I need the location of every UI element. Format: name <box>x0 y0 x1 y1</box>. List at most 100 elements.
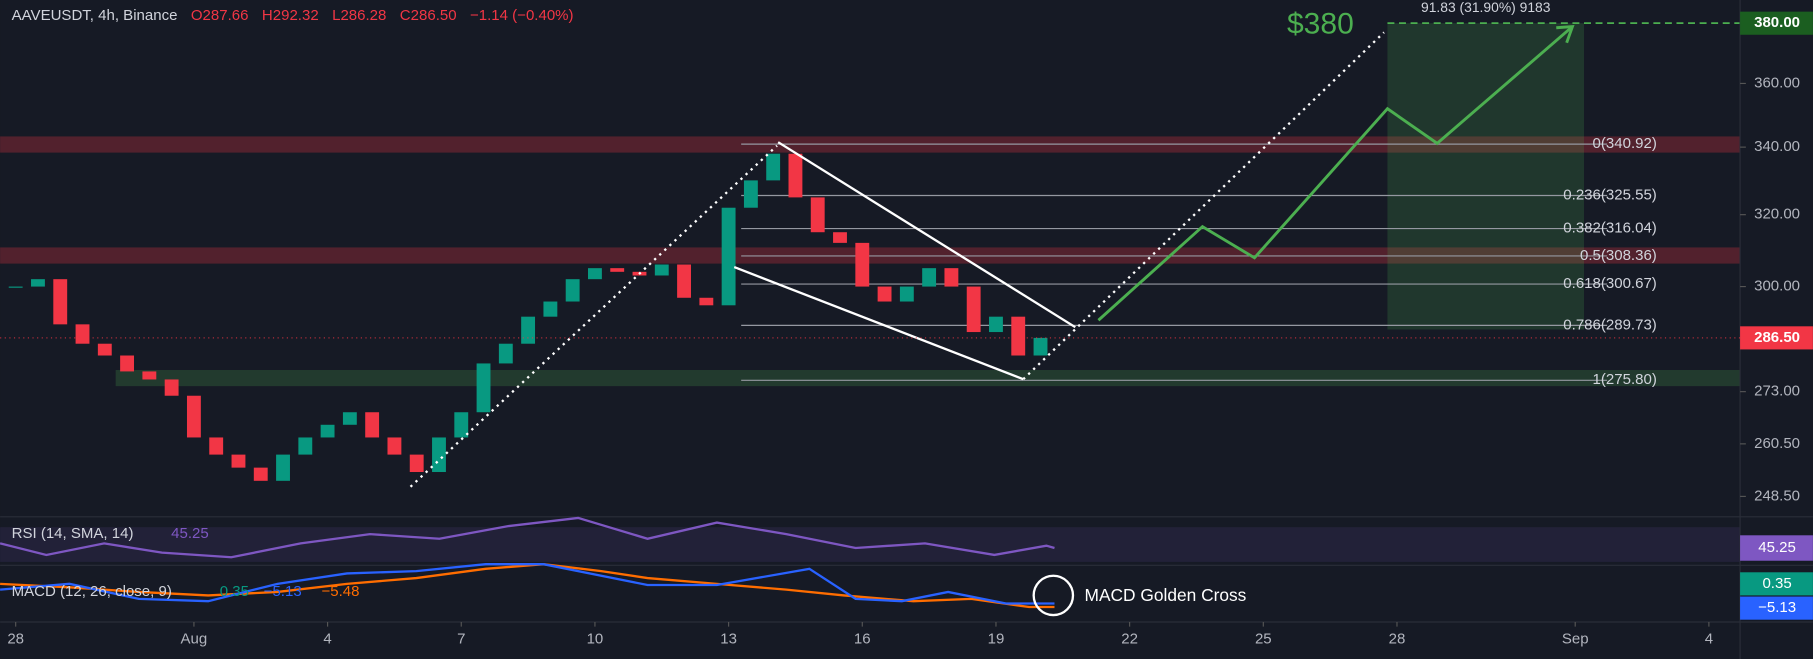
y-tick-label: 300.00 <box>1754 278 1800 295</box>
high: H292.32 <box>262 7 319 24</box>
macd-line <box>0 563 1055 605</box>
projection-arrow <box>1556 24 1575 44</box>
rsi-band <box>0 527 1741 562</box>
measure-label: 91.83 (31.90%) 9183 <box>1421 0 1551 15</box>
y-tick-label: 320.00 <box>1754 206 1800 223</box>
candle <box>766 153 781 181</box>
candle <box>53 279 68 325</box>
x-tick-label: 13 <box>720 630 737 647</box>
candle <box>97 343 112 356</box>
x-tick-label: Aug <box>181 630 208 647</box>
candle <box>454 412 469 438</box>
symbol: AAVEUSDT, 4h, Binance <box>12 7 178 24</box>
x-tick-label: 4 <box>1705 630 1713 647</box>
dotted-line <box>1022 31 1385 381</box>
candle <box>432 437 446 473</box>
rsi-tag-label: 45.25 <box>1758 539 1796 556</box>
candle <box>75 324 90 344</box>
candle <box>877 286 892 302</box>
y-tick-label: 360.00 <box>1754 74 1800 91</box>
macd-tag <box>1740 572 1813 596</box>
price-tag-label: 286.50 <box>1754 329 1800 346</box>
projection-path <box>1097 25 1574 322</box>
candle <box>587 268 602 280</box>
rsi-value: 45.25 <box>171 525 209 542</box>
price-tag <box>1740 326 1813 350</box>
candle <box>543 301 558 317</box>
candle <box>521 316 536 344</box>
fib-label: 0.236(325.55) <box>1563 186 1657 203</box>
candle <box>899 286 914 302</box>
fib-label: 1(275.80) <box>1593 371 1657 388</box>
candle <box>409 454 424 473</box>
rsi-line <box>0 516 1055 559</box>
candle <box>253 467 268 481</box>
channel-line <box>777 141 1076 329</box>
signal-tag <box>1740 596 1813 620</box>
x-tick-label: 4 <box>323 630 331 647</box>
target-box <box>1387 23 1584 330</box>
signal-tag-label: −5.13 <box>1758 599 1796 616</box>
candle <box>365 412 380 438</box>
price-tag <box>1740 11 1813 35</box>
candle <box>31 279 45 287</box>
candle <box>721 207 736 306</box>
candle <box>677 264 691 298</box>
low: L286.28 <box>332 7 386 24</box>
candle <box>1011 316 1026 356</box>
candle <box>298 437 313 455</box>
candle <box>922 268 937 287</box>
candle <box>1033 337 1048 356</box>
candle <box>231 454 246 468</box>
candle <box>276 454 290 481</box>
candle <box>654 264 669 276</box>
candle <box>142 371 157 380</box>
candle <box>342 412 357 425</box>
candles <box>8 153 1048 481</box>
candle <box>989 316 1003 333</box>
candle <box>833 232 847 243</box>
candle <box>186 395 201 438</box>
candle <box>565 279 580 302</box>
y-tick-label: 273.00 <box>1754 383 1800 400</box>
x-tick-label: 25 <box>1255 630 1272 647</box>
candle <box>120 355 135 372</box>
fib-label: 0(340.92) <box>1593 135 1657 152</box>
x-tick-label: 22 <box>1121 630 1138 647</box>
macd-label: MACD (12, 26, close, 9) <box>12 583 172 600</box>
fib-label: 0.786(289.73) <box>1563 316 1657 333</box>
open: O287.66 <box>191 7 249 24</box>
x-tick-label: 16 <box>854 630 871 647</box>
candle <box>164 379 179 396</box>
y-tick-label: 260.50 <box>1754 435 1800 452</box>
macd-value: 0.35 <box>220 583 249 600</box>
x-tick-label: 28 <box>1389 630 1406 647</box>
fib-label: 0.618(300.67) <box>1563 275 1657 292</box>
candle <box>788 153 803 198</box>
price-tag-label: 380.00 <box>1754 14 1800 31</box>
x-tick-label: 28 <box>7 630 24 647</box>
candle <box>209 437 224 455</box>
y-tick-label: 340.00 <box>1754 138 1800 155</box>
candle <box>387 437 402 455</box>
x-tick-label: 19 <box>988 630 1005 647</box>
candle <box>610 268 625 272</box>
candle <box>966 286 981 333</box>
y-tick-label: 248.50 <box>1754 487 1800 504</box>
candle <box>743 180 758 208</box>
candle <box>810 197 825 233</box>
candle <box>8 286 23 288</box>
macd-hist-value: −5.48 <box>321 583 359 600</box>
candle <box>476 363 491 413</box>
fib-label: 0.382(316.04) <box>1563 220 1657 237</box>
rsi-tag <box>1740 535 1813 561</box>
candle <box>944 268 959 287</box>
channel-line <box>733 265 1024 381</box>
target-label: $380 <box>1287 7 1354 40</box>
cross-circle <box>1032 574 1075 617</box>
rsi-label: RSI (14, SMA, 14) <box>12 525 134 542</box>
candle <box>699 297 714 306</box>
